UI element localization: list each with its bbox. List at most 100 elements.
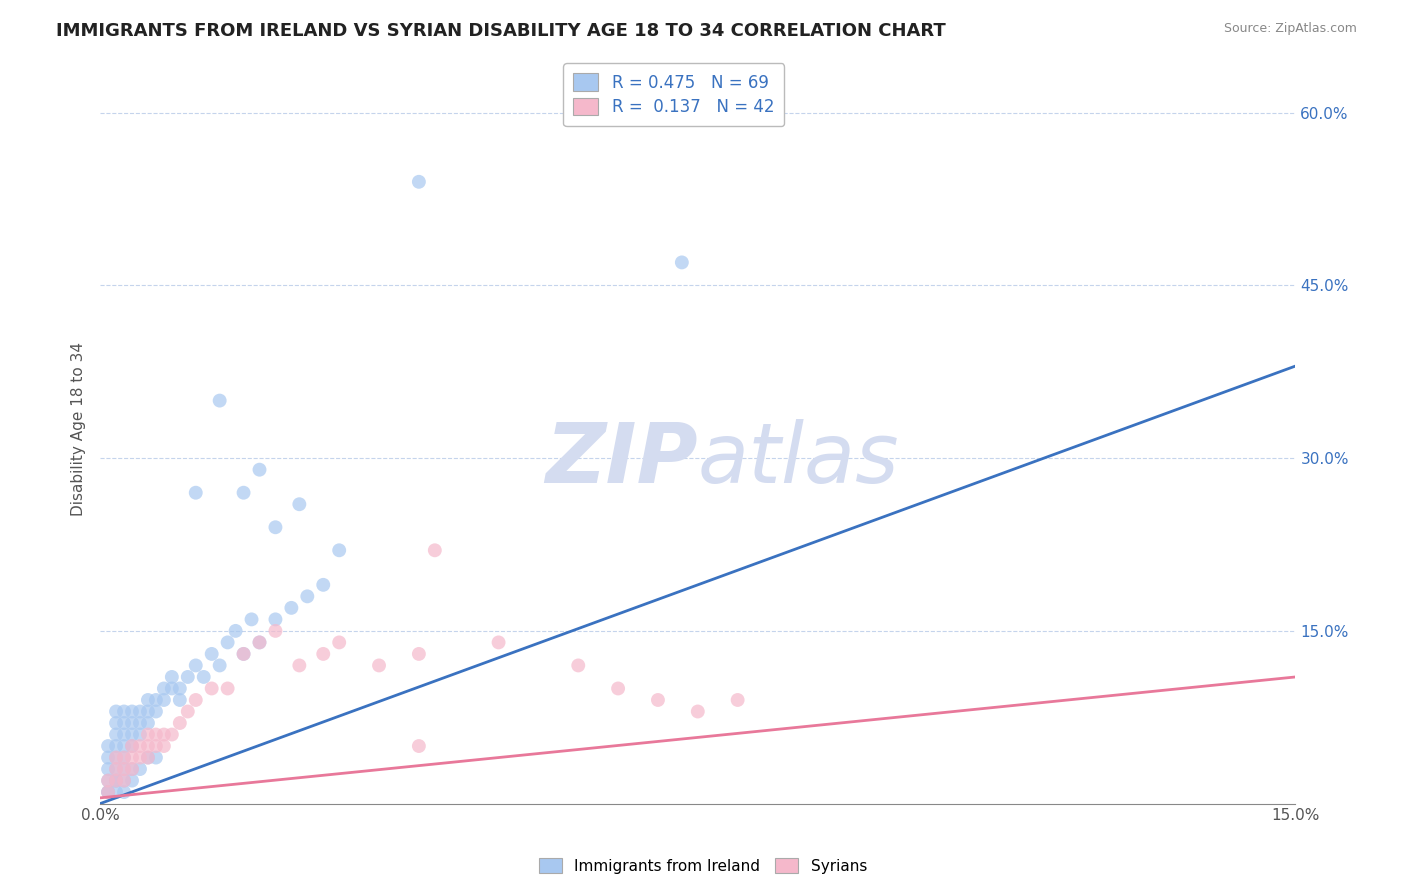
Point	[129, 705, 152, 719]
Point	[145, 739, 167, 753]
Text: ZIP: ZIP	[546, 419, 697, 500]
Point	[136, 693, 159, 707]
Point	[288, 658, 311, 673]
Point	[423, 543, 446, 558]
Point	[264, 612, 287, 626]
Point	[105, 727, 128, 741]
Point	[105, 762, 128, 776]
Point	[280, 600, 302, 615]
Point	[408, 647, 430, 661]
Point	[145, 727, 167, 741]
Point	[671, 255, 693, 269]
Point	[145, 705, 167, 719]
Point	[129, 750, 152, 764]
Point	[217, 681, 239, 696]
Point	[112, 785, 135, 799]
Point	[112, 762, 135, 776]
Point	[112, 716, 135, 731]
Point	[112, 739, 135, 753]
Point	[647, 693, 669, 707]
Point	[225, 624, 247, 638]
Point	[112, 773, 135, 788]
Point	[297, 590, 319, 604]
Point	[136, 716, 159, 731]
Point	[121, 716, 143, 731]
Point	[105, 785, 128, 799]
Point	[112, 727, 135, 741]
Point	[264, 624, 287, 638]
Point	[201, 647, 224, 661]
Point	[105, 750, 128, 764]
Point	[121, 739, 143, 753]
Text: Source: ZipAtlas.com: Source: ZipAtlas.com	[1223, 22, 1357, 36]
Point	[328, 543, 350, 558]
Point	[136, 727, 159, 741]
Point	[105, 739, 128, 753]
Point	[567, 658, 589, 673]
Point	[184, 485, 207, 500]
Point	[121, 705, 143, 719]
Point	[232, 647, 254, 661]
Text: IMMIGRANTS FROM IRELAND VS SYRIAN DISABILITY AGE 18 TO 34 CORRELATION CHART: IMMIGRANTS FROM IRELAND VS SYRIAN DISABI…	[56, 22, 946, 40]
Point	[112, 762, 135, 776]
Point	[184, 658, 207, 673]
Point	[328, 635, 350, 649]
Point	[153, 681, 176, 696]
Point	[160, 727, 183, 741]
Point	[264, 520, 287, 534]
Point	[112, 750, 135, 764]
Point	[249, 635, 271, 649]
Legend: Immigrants from Ireland, Syrians: Immigrants from Ireland, Syrians	[533, 852, 873, 880]
Point	[136, 705, 159, 719]
Point	[368, 658, 391, 673]
Point	[97, 750, 120, 764]
Point	[488, 635, 510, 649]
Point	[112, 750, 135, 764]
Point	[145, 693, 167, 707]
Point	[232, 485, 254, 500]
Point	[288, 497, 311, 511]
Point	[97, 773, 120, 788]
Point	[129, 739, 152, 753]
Point	[145, 750, 167, 764]
Point	[160, 670, 183, 684]
Point	[217, 635, 239, 649]
Point	[105, 773, 128, 788]
Point	[112, 773, 135, 788]
Point	[121, 773, 143, 788]
Point	[169, 681, 191, 696]
Point	[121, 762, 143, 776]
Point	[249, 635, 271, 649]
Point	[136, 750, 159, 764]
Point	[97, 785, 120, 799]
Point	[129, 762, 152, 776]
Point	[184, 693, 207, 707]
Point	[153, 693, 176, 707]
Point	[153, 739, 176, 753]
Point	[105, 773, 128, 788]
Point	[312, 578, 335, 592]
Point	[105, 716, 128, 731]
Point	[193, 670, 215, 684]
Point	[408, 739, 430, 753]
Point	[129, 716, 152, 731]
Point	[607, 681, 630, 696]
Point	[136, 739, 159, 753]
Point	[232, 647, 254, 661]
Point	[408, 175, 430, 189]
Point	[686, 705, 709, 719]
Point	[177, 670, 200, 684]
Point	[249, 463, 271, 477]
Point	[240, 612, 263, 626]
Point	[97, 739, 120, 753]
Point	[121, 750, 143, 764]
Point	[201, 681, 224, 696]
Point	[105, 705, 128, 719]
Point	[121, 739, 143, 753]
Point	[97, 762, 120, 776]
Point	[129, 727, 152, 741]
Point	[169, 693, 191, 707]
Point	[208, 393, 231, 408]
Point	[208, 658, 231, 673]
Point	[97, 785, 120, 799]
